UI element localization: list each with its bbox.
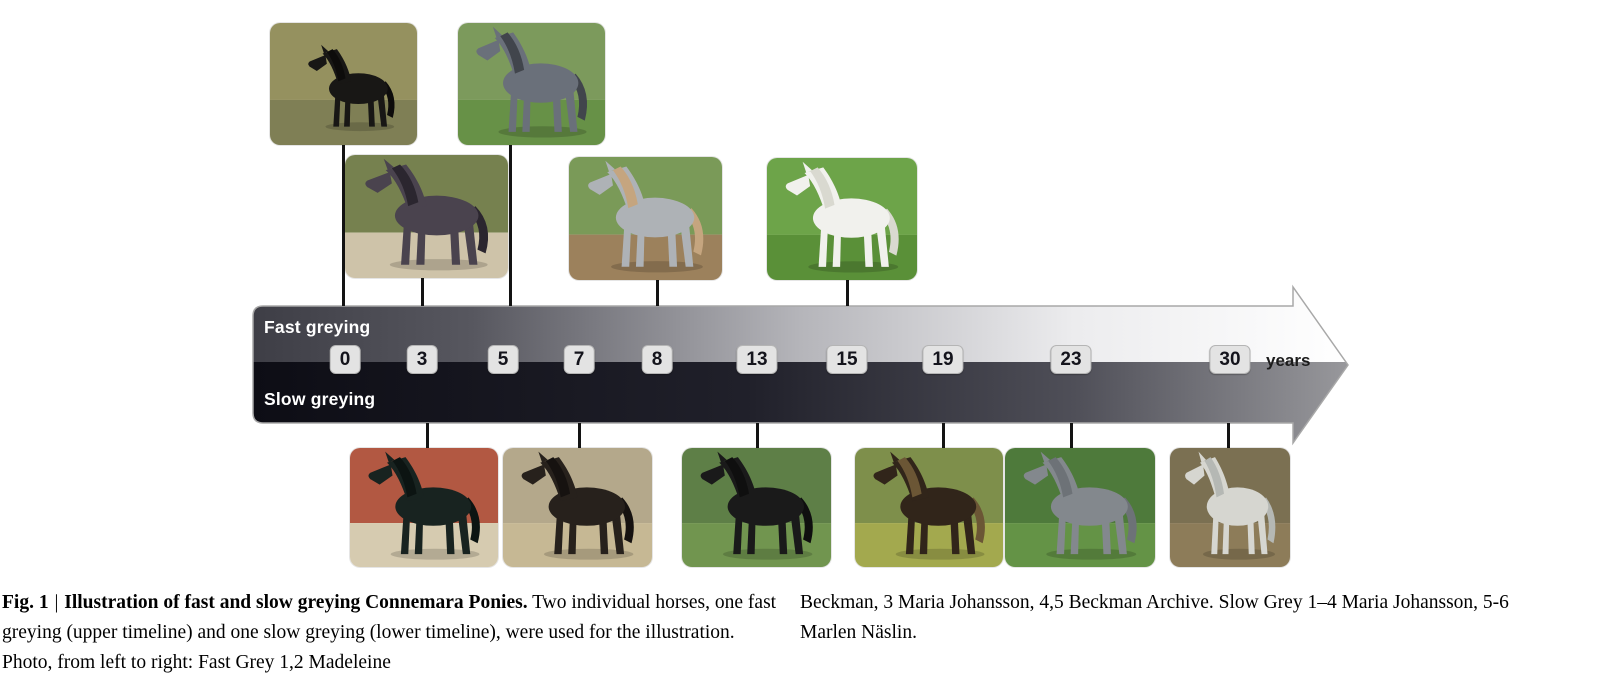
connector-line-bottom-year-23	[1069, 423, 1073, 448]
connector-line-top-year-15	[845, 280, 849, 306]
connector-line-bottom-year-19	[941, 423, 945, 448]
slow-greying-label: Slow greying	[264, 389, 376, 409]
connector-line-bottom-year-3	[425, 423, 429, 448]
horse-photo-slow-grey-3	[682, 448, 831, 567]
year-marker-23: 23	[1050, 345, 1092, 374]
year-marker-13: 13	[736, 345, 778, 374]
horse-photo-slow-grey-1	[350, 448, 498, 567]
horse-photo-fast-grey-3	[458, 23, 605, 145]
years-unit-label: years	[1266, 351, 1311, 370]
horse-photo-slow-grey-2	[503, 448, 652, 567]
connector-line-bottom-year-7	[577, 423, 581, 448]
connector-line-bottom-year-30	[1226, 423, 1230, 448]
year-marker-5: 5	[487, 345, 519, 374]
connector-line-top-year-5	[508, 145, 512, 306]
connector-line-top-year-3	[420, 278, 424, 306]
year-marker-19: 19	[922, 345, 964, 374]
connector-line-top-year-8	[655, 280, 659, 306]
horse-photo-slow-grey-4	[855, 448, 1003, 567]
year-marker-15: 15	[826, 345, 868, 374]
year-marker-7: 7	[563, 345, 595, 374]
horse-photo-fast-grey-5	[767, 158, 917, 280]
year-marker-3: 3	[406, 345, 438, 374]
horse-photo-fast-grey-1	[270, 23, 417, 145]
arrow-outline	[252, 284, 1349, 446]
connector-line-top-year-0	[341, 145, 345, 306]
year-marker-30: 30	[1209, 345, 1251, 374]
horse-photo-fast-grey-4	[569, 157, 722, 280]
connector-line-bottom-year-13	[755, 423, 759, 448]
fast-greying-label: Fast greying	[264, 317, 371, 337]
horse-photo-slow-grey-6	[1170, 448, 1290, 567]
horse-photo-fast-grey-2	[345, 155, 508, 278]
year-marker-8: 8	[641, 345, 673, 374]
year-marker-0: 0	[329, 345, 361, 374]
horse-photo-slow-grey-5	[1005, 448, 1155, 567]
